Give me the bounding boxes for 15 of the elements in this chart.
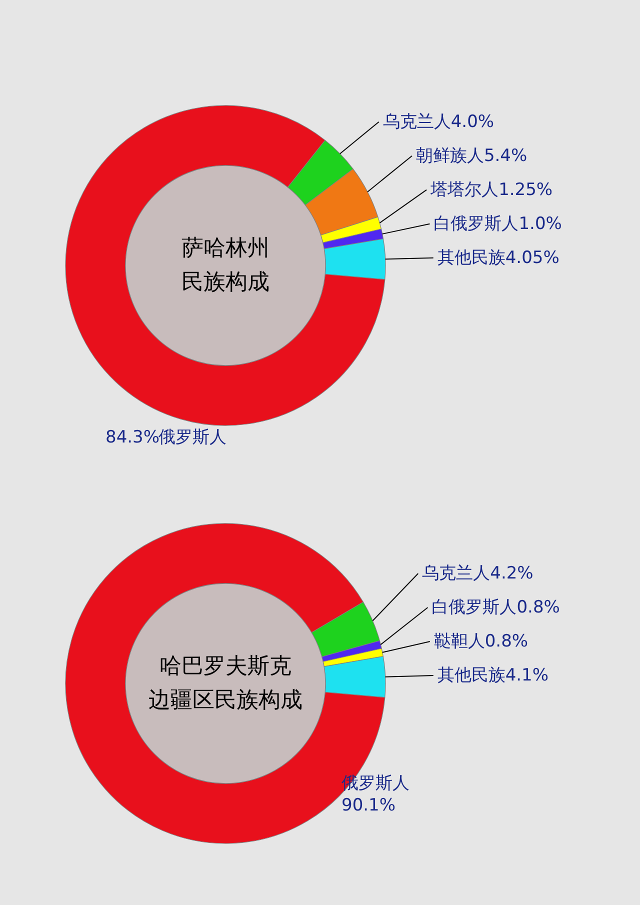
- slice-label: 乌克兰人4.2%: [422, 564, 534, 584]
- slice-label: 俄罗斯人: [158, 428, 226, 448]
- data-label: 84.3%: [106, 428, 160, 448]
- slice-label: 白俄罗斯人0.8%: [432, 598, 560, 618]
- slice-label: 其他民族4.05%: [437, 248, 560, 268]
- text: 哈巴罗夫斯克边疆区民族构成: [148, 654, 302, 713]
- text: 萨哈林州民族构成: [182, 236, 270, 295]
- slice-label: 塔塔尔人1.25%: [430, 180, 553, 200]
- slice-label: 鞑靼人0.8%: [434, 632, 528, 652]
- slice-label: 乌克兰人4.0%: [382, 112, 494, 132]
- slice-label: 俄罗斯人: [342, 774, 410, 794]
- slice-label: 白俄罗斯人1.0%: [434, 214, 562, 234]
- slice-label: 朝鲜族人5.4%: [416, 146, 528, 166]
- slice-label: 其他民族4.1%: [437, 666, 549, 686]
- data-label: 90.1%: [342, 796, 396, 816]
